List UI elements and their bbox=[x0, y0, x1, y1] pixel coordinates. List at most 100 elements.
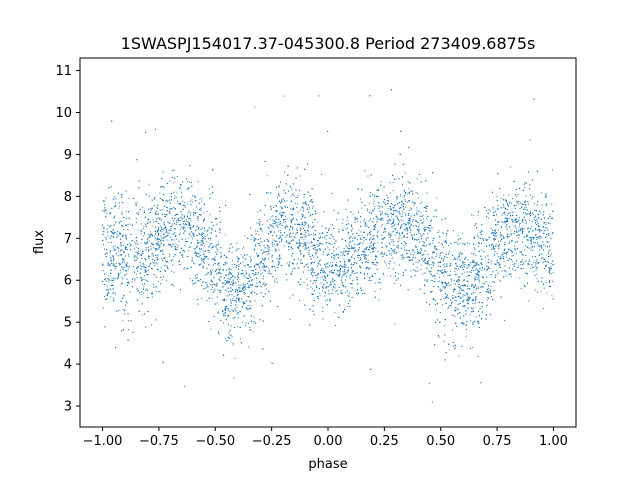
scatter-point bbox=[262, 267, 264, 269]
scatter-point bbox=[160, 185, 162, 187]
scatter-point bbox=[449, 265, 451, 267]
scatter-point bbox=[423, 221, 425, 223]
scatter-point bbox=[351, 226, 353, 228]
scatter-point bbox=[135, 251, 137, 253]
scatter-point bbox=[265, 288, 267, 290]
scatter-point bbox=[276, 258, 278, 260]
scatter-point bbox=[201, 297, 203, 299]
scatter-point bbox=[333, 258, 335, 260]
scatter-point bbox=[158, 241, 160, 243]
scatter-point bbox=[177, 244, 179, 246]
scatter-point bbox=[511, 251, 513, 253]
scatter-point bbox=[476, 234, 478, 236]
scatter-point bbox=[494, 232, 496, 234]
scatter-point bbox=[273, 220, 275, 222]
scatter-point bbox=[489, 314, 491, 316]
scatter-point bbox=[345, 208, 347, 210]
scatter-point bbox=[474, 248, 476, 250]
scatter-point bbox=[280, 206, 282, 208]
scatter-point bbox=[139, 264, 141, 266]
scatter-point bbox=[227, 281, 229, 283]
scatter-point bbox=[390, 252, 392, 254]
scatter-point bbox=[231, 264, 233, 266]
scatter-point bbox=[458, 281, 460, 283]
scatter-point bbox=[299, 299, 301, 301]
scatter-point bbox=[365, 261, 367, 263]
scatter-point bbox=[390, 213, 392, 215]
scatter-point bbox=[158, 291, 160, 293]
scatter-point bbox=[256, 222, 258, 224]
scatter-point bbox=[268, 270, 270, 272]
scatter-point bbox=[211, 259, 213, 261]
scatter-point bbox=[399, 220, 401, 222]
scatter-point bbox=[125, 255, 127, 257]
scatter-point bbox=[196, 229, 198, 231]
scatter-point bbox=[396, 215, 398, 217]
scatter-point bbox=[416, 249, 418, 251]
scatter-point bbox=[232, 297, 234, 299]
scatter-point bbox=[492, 245, 494, 247]
scatter-point bbox=[151, 225, 153, 227]
scatter-point bbox=[504, 319, 506, 321]
scatter-point bbox=[225, 282, 227, 284]
scatter-point bbox=[163, 187, 165, 189]
scatter-point bbox=[456, 280, 458, 282]
scatter-point bbox=[385, 212, 387, 214]
scatter-point bbox=[368, 249, 370, 250]
scatter-point bbox=[231, 281, 233, 283]
scatter-point bbox=[235, 249, 237, 251]
scatter-point bbox=[510, 234, 512, 236]
scatter-point bbox=[392, 181, 394, 183]
scatter-point bbox=[399, 234, 401, 236]
scatter-point bbox=[536, 278, 538, 280]
scatter-point bbox=[425, 239, 427, 241]
scatter-point bbox=[216, 284, 218, 286]
scatter-point bbox=[510, 166, 512, 168]
scatter-point bbox=[386, 264, 388, 266]
scatter-point bbox=[528, 203, 530, 205]
scatter-point bbox=[235, 299, 237, 301]
scatter-point bbox=[185, 238, 187, 240]
scatter-point bbox=[505, 253, 507, 255]
scatter-point bbox=[128, 253, 130, 255]
scatter-point bbox=[494, 233, 496, 235]
scatter-point bbox=[543, 287, 545, 289]
scatter-point bbox=[530, 239, 532, 241]
scatter-point bbox=[345, 272, 347, 274]
scatter-point bbox=[491, 248, 493, 250]
scatter-point bbox=[329, 249, 331, 251]
scatter-point bbox=[466, 275, 468, 277]
scatter-point bbox=[376, 235, 378, 237]
scatter-point bbox=[103, 199, 105, 201]
scatter-point bbox=[195, 212, 197, 214]
scatter-point bbox=[352, 237, 354, 239]
scatter-point bbox=[334, 311, 336, 313]
scatter-point bbox=[252, 331, 254, 333]
scatter-point bbox=[183, 215, 185, 217]
scatter-point bbox=[417, 251, 419, 253]
scatter-point bbox=[220, 320, 222, 321]
scatter-point bbox=[345, 292, 347, 294]
scatter-point bbox=[191, 199, 193, 201]
scatter-point bbox=[412, 201, 414, 203]
scatter-point bbox=[187, 180, 189, 182]
scatter-point bbox=[113, 280, 115, 282]
scatter-point bbox=[475, 316, 477, 318]
scatter-point bbox=[407, 193, 409, 195]
scatter-point bbox=[419, 233, 421, 235]
scatter-point bbox=[416, 267, 418, 269]
scatter-point bbox=[514, 245, 516, 247]
scatter-point bbox=[256, 252, 258, 254]
scatter-point bbox=[106, 285, 108, 287]
scatter-point bbox=[159, 291, 161, 293]
scatter-point bbox=[495, 269, 497, 271]
scatter-point bbox=[292, 229, 294, 231]
scatter-point bbox=[405, 223, 407, 225]
scatter-point bbox=[315, 280, 317, 282]
scatter-point bbox=[480, 285, 482, 287]
scatter-point bbox=[490, 263, 492, 265]
scatter-point bbox=[325, 292, 327, 294]
scatter-point bbox=[456, 280, 458, 282]
scatter-point bbox=[535, 269, 537, 271]
scatter-point bbox=[514, 225, 516, 227]
